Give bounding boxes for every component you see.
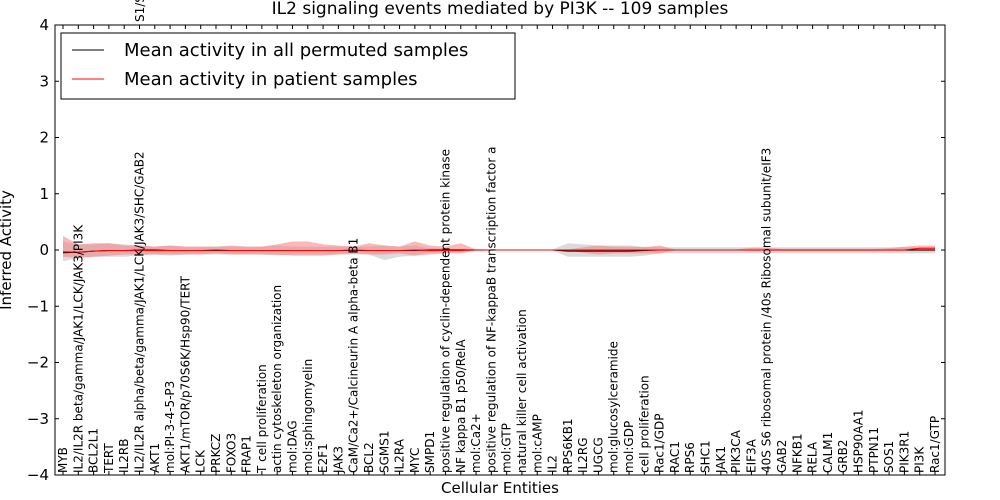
y-tick-label: 4 [39,16,49,34]
category-label: cell proliferation [637,375,651,473]
category-label: LCK [194,449,208,473]
category-label: PRKCZ [209,434,223,473]
legend-label-patient: Mean activity in patient samples [124,69,418,90]
category-label: FOXO3 [224,433,238,473]
category-label: mol:GTP [500,423,514,473]
category-labels: MYB IL2/IL2R beta/gamma/JAK1/LCK/JAK3/PI3… [56,25,942,475]
y-axis-title: Inferred Activity [0,190,15,310]
y-tick-label: 3 [39,72,49,90]
category-label: RELA [806,441,820,473]
category-label: CaM/Ca2+/Calcineurin A alpha-beta B1 [347,238,361,473]
category-label: IL2/IL2R alpha/beta/gamma/JAK1/LCK/JAK3/… [132,151,146,473]
category-label: JAK3 [331,446,345,474]
category-label-top-fragment: S1/S [133,0,147,22]
category-label: positive regulation of cyclin-dependent … [438,149,452,473]
category-label: mol:sphingomyelin [301,359,315,473]
category-label: mol:glucosylceramide [607,341,621,473]
category-label: JAK1 [714,446,728,474]
y-tick-label: −3 [27,410,49,428]
category-label: mol:DAG [285,420,299,473]
category-label: SOS1 [882,441,896,473]
category-label: BCL2 [362,442,376,473]
line-series-1 [62,247,935,253]
category-label: PTPN11 [867,427,881,473]
category-label: AKT1/mTOR/p70S6K/Hsp90/TERT [178,275,192,473]
category-label: EIF3A [744,438,758,473]
category-label: HSP90AA1 [852,409,866,473]
y-tick-label: 2 [39,129,49,147]
category-label: Rac1/GDP [653,414,667,473]
legend: Mean activity in all permuted samples Me… [60,32,516,100]
x-axis-title: Cellular Entities [441,479,559,497]
chart-title: IL2 signaling events mediated by PI3K --… [272,0,729,19]
category-label: mol:cAMP [530,414,544,473]
y-tick-label: −2 [27,354,49,372]
category-label: T cell proliferation [255,364,269,474]
category-label: RPS6 [683,442,697,473]
category-label: SGMS1 [377,430,391,473]
category-label: mol:Ca2+ [469,413,483,473]
category-label: AKT1 [148,443,162,473]
category-label: FRAP1 [240,435,254,473]
y-tick-label: 1 [39,185,49,203]
category-label: Rac1/GTP [928,416,942,473]
category-label: IL2/IL2R beta/gamma/JAK1/LCK/JAK3/PI3K [71,224,85,473]
category-label: actin cytoskeleton organization [270,285,284,473]
category-label: GAB2 [775,440,789,473]
category-label: NFKB1 [790,433,804,473]
category-label: UGCG [591,437,605,473]
category-label: E2F1 [316,443,330,473]
category-label: natural killer cell activation [515,309,529,473]
category-label: MYB [56,447,70,473]
y-tick-label: −1 [27,297,49,315]
category-label: SMPD1 [423,431,437,473]
category-label: IL2 [546,455,560,473]
category-label: CALM1 [821,432,835,473]
category-label: RAC1 [668,441,682,473]
legend-box [60,32,516,100]
category-label: mol:PI-3-4-5-P3 [163,381,177,473]
axis-ticks: −4 −3 −2 −1 0 1 2 3 4 [27,16,945,484]
confidence-bands [63,235,935,262]
category-label: IL2RA [393,438,407,473]
category-label: PIK3CA [729,429,743,473]
band-series-1 [63,235,935,258]
category-label: PI3K [913,446,927,473]
category-label: SHC1 [699,440,713,473]
plot-frame [54,24,946,476]
category-label: NF kappa B1 p50/RelA [454,339,468,473]
category-label: MYC [408,448,422,473]
category-label: 40S S6 ribosomal protein /40s Ribosomal … [760,148,774,473]
category-label: mol:GDP [622,421,636,473]
category-label: IL2RB [117,439,131,473]
category-label: PIK3R1 [897,431,911,473]
series-lines [62,247,935,254]
category-label: GRB2 [836,439,850,473]
legend-label-permuted: Mean activity in all permuted samples [124,40,468,61]
category-label: IL2RG [576,438,590,474]
category-label: TERT [102,443,116,474]
y-tick-label: 0 [39,241,49,259]
category-label: positive regulation of NF-kappaB transcr… [484,147,498,473]
category-label: RPS6KB1 [561,418,575,473]
category-label: BCL2L1 [87,428,101,473]
y-tick-label: −4 [27,466,49,484]
